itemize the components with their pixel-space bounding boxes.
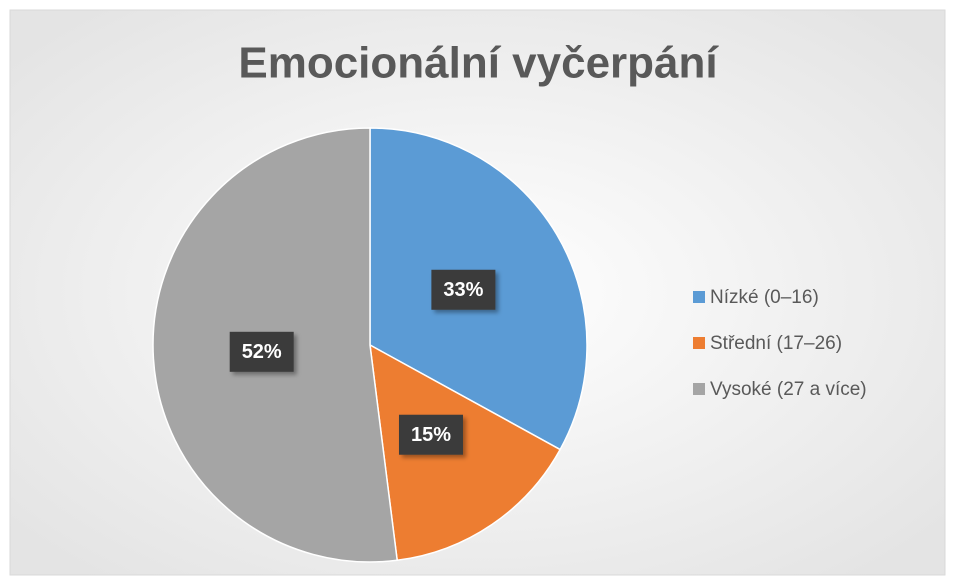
- data-label-box: [431, 269, 496, 310]
- legend-label: Nízké (0–16): [710, 287, 819, 308]
- legend-swatch: [693, 291, 705, 303]
- legend-swatch: [693, 337, 705, 349]
- data-label: 52%: [242, 341, 282, 363]
- legend-swatch: [693, 383, 705, 395]
- pie-slice: [369, 343, 562, 562]
- data-label: 15%: [411, 424, 451, 446]
- data-label-box: [398, 414, 463, 455]
- chart-title: Emocionální vyčerpání: [238, 39, 719, 88]
- legend-label: Vysoké (27 a více): [710, 379, 867, 400]
- legend-label: Střední (17–26): [710, 333, 842, 354]
- data-label: 33%: [443, 279, 483, 301]
- data-label-box: [229, 331, 294, 372]
